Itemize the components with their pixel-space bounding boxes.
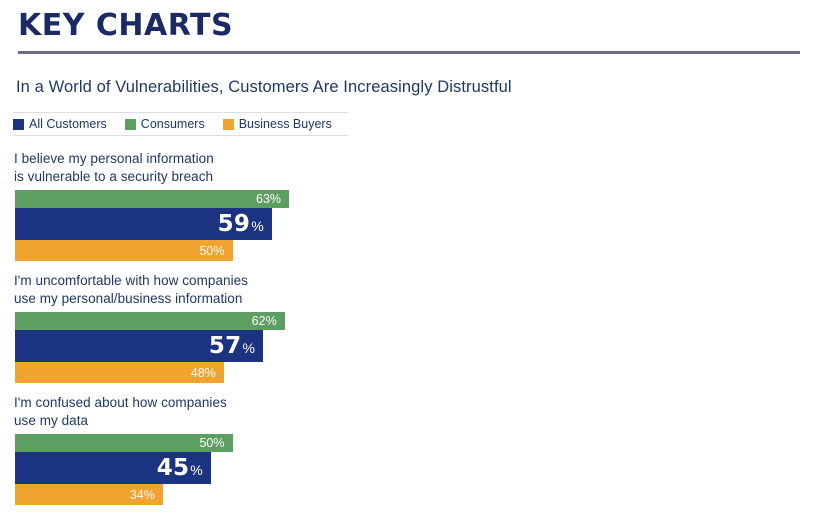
legend-swatch-icon — [13, 118, 24, 130]
chart-group-label-line: is vulnerable to a security breach — [14, 169, 214, 184]
chart-group-label-line: use my personal/business information — [14, 291, 243, 306]
bar-value-number: 59 — [217, 211, 251, 237]
legend-item[interactable]: All Customers — [13, 117, 107, 131]
bar-value-label: 48% — [191, 366, 224, 380]
bar-value-number: 50 — [199, 243, 214, 258]
legend-item-label: Business Buyers — [238, 117, 332, 131]
legend-swatch-icon — [222, 118, 234, 130]
bar-value-number: 50 — [199, 436, 214, 450]
header-divider — [18, 51, 800, 54]
bar-value-percent-sign: % — [143, 487, 155, 502]
bar-value-percent-sign: % — [204, 365, 216, 380]
page-header: KEY CHARTS — [0, 0, 820, 54]
bar-value-number: 45 — [156, 455, 190, 481]
legend-item-label: Consumers — [140, 117, 205, 131]
page-title: KEY CHARTS — [18, 8, 234, 43]
chart-group-label-line: use my data — [14, 413, 89, 428]
bar-value-percent-sign: % — [269, 192, 282, 206]
bar-value-percent-sign: % — [251, 218, 264, 234]
chart-group-label-line: I believe my personal information — [14, 151, 214, 166]
bar-value-label: 34% — [130, 488, 163, 502]
bar-value-label: 57% — [209, 333, 263, 359]
chart-legend: All Customers Consumers Business Buyers — [13, 112, 349, 136]
chart-group-bars: 63% 59% 50% — [15, 190, 820, 261]
bar-value-number: 34 — [129, 487, 144, 502]
chart-group-label: I'm uncomfortable with how companies use … — [14, 272, 820, 308]
bar-value-percent-sign: % — [265, 314, 277, 328]
bar-value-label: 62% — [252, 314, 285, 328]
bar-value-label: 50% — [199, 436, 232, 450]
chart-group: I believe my personal information is vuln… — [14, 150, 820, 261]
bar-consumers[interactable]: 63% — [15, 190, 290, 208]
bar-consumers[interactable]: 50% — [15, 434, 233, 452]
bar-value-label: 50% — [199, 244, 232, 258]
chart-group-label-line: I'm uncomfortable with how companies — [14, 273, 248, 288]
bar-consumers[interactable]: 62% — [15, 312, 285, 330]
chart-group-label: I'm confused about how companies use my d… — [14, 394, 820, 430]
bar-value-number: 57 — [208, 333, 242, 359]
chart-subtitle: In a World of Vulnerabilities, Customers… — [16, 78, 512, 96]
bar-value-number: 63 — [256, 192, 270, 206]
chart-group-label-line: I'm confused about how companies — [14, 395, 227, 410]
legend-item-label: All Customers — [29, 117, 107, 131]
chart-group: I'm confused about how companies use my d… — [14, 394, 820, 505]
bar-all-customers[interactable]: 59% — [15, 208, 272, 240]
chart-group-bars: 50% 45% 34% — [15, 434, 820, 505]
legend-swatch-icon — [124, 118, 136, 130]
legend-item[interactable]: Business Buyers — [222, 117, 332, 131]
bar-business-buyers[interactable]: 34% — [15, 484, 163, 505]
legend-item[interactable]: Consumers — [124, 117, 205, 131]
chart-group: I'm uncomfortable with how companies use … — [14, 272, 820, 383]
chart-group-label: I believe my personal information is vuln… — [14, 150, 820, 186]
bar-value-percent-sign: % — [242, 340, 255, 356]
bar-business-buyers[interactable]: 50% — [15, 240, 233, 261]
bar-value-label: 45% — [157, 455, 211, 481]
bar-all-customers[interactable]: 45% — [15, 452, 211, 484]
bar-value-number: 48 — [190, 365, 205, 380]
bar-value-label: 59% — [218, 211, 272, 237]
bar-all-customers[interactable]: 57% — [15, 330, 263, 362]
bar-value-percent-sign: % — [213, 436, 225, 450]
bar-value-percent-sign: % — [213, 243, 225, 258]
bar-business-buyers[interactable]: 48% — [15, 362, 224, 383]
bar-value-label: 63% — [256, 192, 289, 206]
bar-value-number: 62 — [251, 314, 266, 328]
bar-value-percent-sign: % — [190, 462, 203, 478]
chart-group-bars: 62% 57% 48% — [15, 312, 820, 383]
chart-plot-area: I believe my personal information is vuln… — [0, 150, 820, 505]
